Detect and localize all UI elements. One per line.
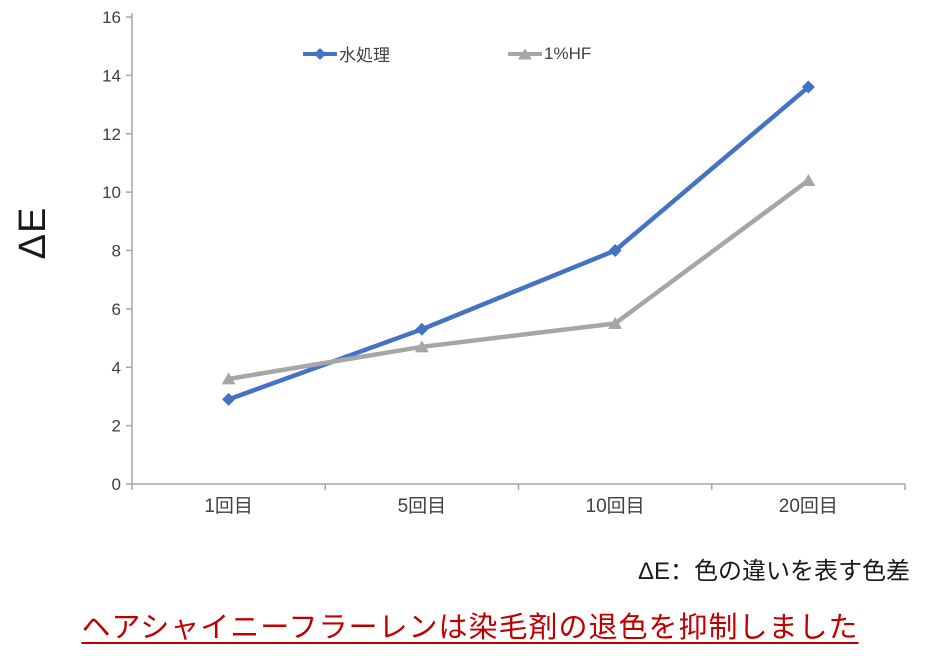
y-tick-label: 4 (112, 358, 121, 377)
y-axis-title: ΔE (11, 206, 54, 260)
x-tick-label: 20回目 (779, 496, 838, 517)
x-tick-label: 5回目 (398, 496, 447, 517)
chart-legend: 水処理 1%HF (303, 41, 591, 66)
y-tick-label: 8 (112, 242, 121, 261)
y-tick-label: 12 (102, 125, 121, 144)
chart-plot: 0 2 4 6 8 10 12 14 16 1回目 5回目 10回目 20回目 (102, 8, 906, 517)
triangle-marker-icon (508, 48, 542, 59)
x-tick-label: 1回目 (204, 496, 253, 517)
y-tick-label: 0 (112, 475, 121, 494)
series-line-2 (226, 178, 811, 382)
y-tick-label: 10 (102, 183, 121, 202)
diamond-marker-icon (222, 392, 236, 406)
diamond-marker-icon (801, 80, 815, 94)
line-chart: 0 2 4 6 8 10 12 14 16 1回目 5回目 10回目 20回目 水処理 1%HF ΔE (11, 8, 906, 517)
triangle-marker-icon (608, 316, 623, 329)
triangle-marker-icon (801, 173, 816, 186)
y-tick-label: 2 (112, 417, 121, 436)
legend-marker (314, 47, 326, 60)
legend-label: 水処理 (339, 46, 390, 65)
chart-caption: ΔE：色の違いを表す色差 (637, 558, 910, 585)
diamond-marker-icon (415, 322, 429, 336)
y-tick-label: 6 (112, 300, 121, 319)
legend-item-1: 水処理 (303, 41, 390, 66)
y-tick-label: 16 (102, 8, 121, 27)
diamond-marker-icon (303, 47, 337, 60)
legend-item-2: 1%HF (508, 44, 591, 64)
headline: ヘアシャイニーフラーレンは染毛剤の退色を抑制しました (81, 612, 859, 644)
x-tick-label: 10回目 (586, 496, 645, 517)
triangle-marker-icon (414, 340, 429, 353)
triangle-marker-icon (221, 372, 236, 385)
legend-marker (518, 48, 532, 59)
y-tick-label: 14 (102, 66, 121, 85)
diamond-marker-icon (608, 244, 622, 257)
legend-label: 1%HF (544, 43, 592, 63)
